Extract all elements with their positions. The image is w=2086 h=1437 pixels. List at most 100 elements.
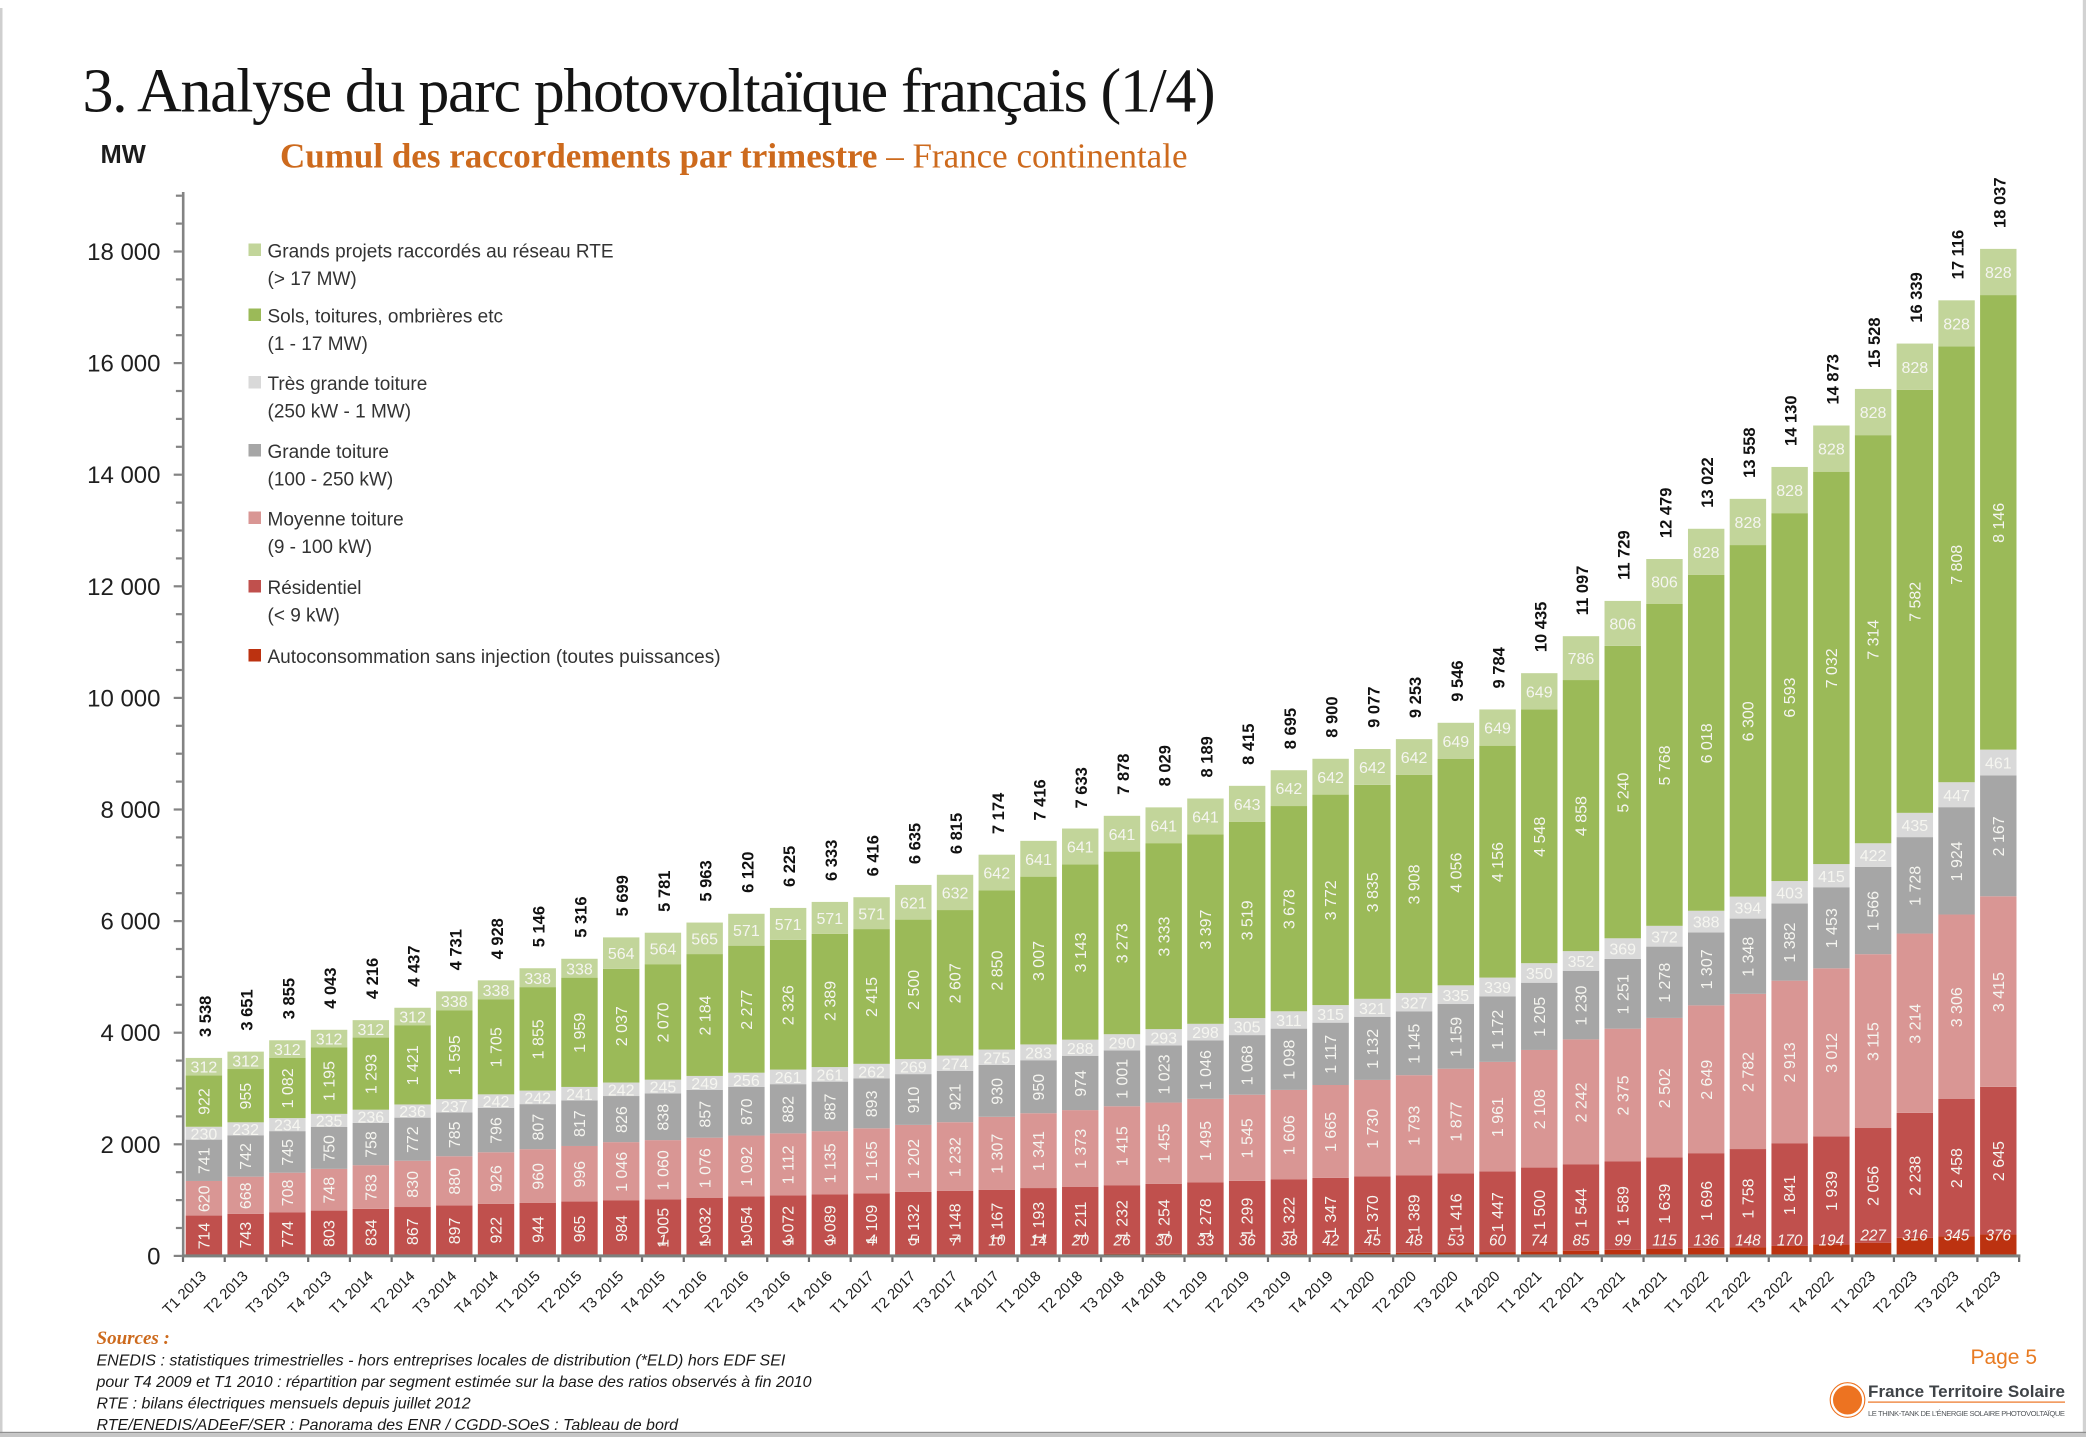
svg-text:249: 249 <box>691 1076 718 1093</box>
svg-text:2 415: 2 415 <box>864 977 881 1017</box>
svg-text:17 116: 17 116 <box>1950 230 1968 280</box>
svg-text:748: 748 <box>322 1177 339 1204</box>
svg-text:0: 0 <box>147 1243 160 1270</box>
svg-text:2 242: 2 242 <box>1574 1082 1591 1122</box>
svg-text:2 913: 2 913 <box>1782 1042 1799 1082</box>
svg-text:1 089: 1 089 <box>822 1205 839 1245</box>
svg-text:3 306: 3 306 <box>1949 987 1966 1027</box>
svg-text:74: 74 <box>1531 1233 1548 1250</box>
svg-text:950: 950 <box>1031 1074 1048 1101</box>
svg-text:5: 5 <box>909 1233 918 1250</box>
svg-text:1 877: 1 877 <box>1448 1101 1465 1141</box>
svg-text:Page 5: Page 5 <box>1970 1346 2037 1369</box>
svg-text:807: 807 <box>530 1114 547 1141</box>
svg-text:RTE : bilans électriques mensu: RTE : bilans électriques mensuels depuis… <box>97 1396 471 1413</box>
svg-text:234: 234 <box>274 1118 301 1135</box>
svg-text:(< 9 kW): (< 9 kW) <box>268 606 340 627</box>
svg-text:1 589: 1 589 <box>1615 1186 1632 1226</box>
svg-text:312: 312 <box>191 1060 218 1077</box>
svg-text:3 908: 3 908 <box>1407 864 1424 904</box>
svg-text:1 924: 1 924 <box>1949 841 1966 881</box>
svg-text:3 012: 3 012 <box>1824 1033 1841 1073</box>
svg-text:48: 48 <box>1406 1233 1424 1250</box>
svg-text:3 519: 3 519 <box>1240 900 1257 940</box>
svg-text:232: 232 <box>232 1122 259 1139</box>
svg-text:388: 388 <box>1693 915 1720 932</box>
svg-text:12 479: 12 479 <box>1657 488 1675 538</box>
svg-text:1 159: 1 159 <box>1448 1017 1465 1057</box>
svg-text:315: 315 <box>1317 1007 1344 1024</box>
svg-text:4 858: 4 858 <box>1574 796 1591 836</box>
svg-text:921: 921 <box>948 1084 965 1111</box>
svg-text:4: 4 <box>867 1233 876 1250</box>
svg-text:1 421: 1 421 <box>405 1045 422 1085</box>
svg-text:245: 245 <box>650 1080 677 1097</box>
svg-text:1 082: 1 082 <box>280 1068 297 1108</box>
svg-text:283: 283 <box>1025 1045 1052 1062</box>
svg-text:274: 274 <box>942 1056 969 1073</box>
svg-text:6 635: 6 635 <box>906 823 924 864</box>
svg-text:1 054: 1 054 <box>739 1206 756 1246</box>
svg-text:8 000: 8 000 <box>100 797 160 824</box>
svg-text:571: 571 <box>816 911 843 928</box>
svg-text:2 277: 2 277 <box>739 990 756 1030</box>
svg-text:641: 641 <box>1150 818 1177 835</box>
svg-text:1 278: 1 278 <box>1198 1198 1215 1238</box>
svg-text:4 437: 4 437 <box>406 946 424 987</box>
svg-text:1 389: 1 389 <box>1407 1194 1424 1234</box>
svg-text:99: 99 <box>1614 1233 1632 1250</box>
svg-text:2: 2 <box>741 1233 751 1250</box>
svg-text:1 172: 1 172 <box>1490 1010 1507 1050</box>
svg-text:7 633: 7 633 <box>1073 767 1091 808</box>
svg-text:1 728: 1 728 <box>1907 866 1924 906</box>
svg-text:3 397: 3 397 <box>1198 909 1215 949</box>
svg-text:312: 312 <box>274 1042 301 1059</box>
svg-text:345: 345 <box>1944 1228 1970 1245</box>
svg-text:Très grande toiture: Très grande toiture <box>268 374 428 395</box>
svg-text:115: 115 <box>1652 1233 1677 1250</box>
svg-text:9 077: 9 077 <box>1365 687 1383 728</box>
svg-text:1 447: 1 447 <box>1490 1192 1507 1232</box>
svg-text:838: 838 <box>656 1104 673 1131</box>
svg-text:1 566: 1 566 <box>1866 891 1883 931</box>
svg-text:12 000: 12 000 <box>87 574 160 601</box>
svg-text:290: 290 <box>1109 1035 1136 1052</box>
svg-text:26: 26 <box>1112 1233 1131 1250</box>
svg-text:649: 649 <box>1526 684 1553 701</box>
svg-text:6 018: 6 018 <box>1699 723 1716 763</box>
svg-text:5 781: 5 781 <box>656 871 674 912</box>
svg-text:6 333: 6 333 <box>823 840 841 881</box>
svg-text:5 768: 5 768 <box>1657 745 1674 785</box>
svg-text:1 545: 1 545 <box>1240 1118 1257 1158</box>
svg-text:1 793: 1 793 <box>1407 1106 1424 1146</box>
svg-text:7 808: 7 808 <box>1949 545 1966 585</box>
svg-text:1 230: 1 230 <box>1574 985 1591 1025</box>
svg-text:828: 828 <box>1735 515 1762 532</box>
svg-text:1 202: 1 202 <box>906 1139 923 1179</box>
svg-text:2 000: 2 000 <box>100 1132 160 1159</box>
svg-text:1 046: 1 046 <box>1198 1050 1215 1090</box>
svg-text:(> 17 MW): (> 17 MW) <box>268 269 357 290</box>
svg-text:16 000: 16 000 <box>87 351 160 378</box>
svg-text:369: 369 <box>1609 942 1636 959</box>
svg-text:2 649: 2 649 <box>1699 1060 1716 1100</box>
svg-text:1 117: 1 117 <box>1323 1035 1340 1074</box>
svg-text:1 072: 1 072 <box>781 1206 798 1246</box>
svg-text:565: 565 <box>691 931 718 948</box>
svg-text:235: 235 <box>316 1114 343 1131</box>
svg-text:18 037: 18 037 <box>1991 177 2009 227</box>
svg-text:2 389: 2 389 <box>822 981 839 1021</box>
svg-text:1 595: 1 595 <box>447 1035 464 1075</box>
svg-text:1 165: 1 165 <box>864 1141 881 1181</box>
svg-text:930: 930 <box>989 1078 1006 1105</box>
svg-text:394: 394 <box>1735 901 1762 918</box>
svg-text:965: 965 <box>572 1216 589 1243</box>
svg-text:2 375: 2 375 <box>1615 1075 1632 1115</box>
svg-text:1 705: 1 705 <box>489 1027 506 1067</box>
svg-text:1: 1 <box>659 1233 668 1250</box>
svg-text:641: 641 <box>1025 852 1052 869</box>
svg-text:7 878: 7 878 <box>1115 754 1133 795</box>
svg-text:339: 339 <box>1484 980 1511 997</box>
svg-text:350: 350 <box>1526 966 1553 983</box>
svg-text:298: 298 <box>1192 1025 1219 1042</box>
